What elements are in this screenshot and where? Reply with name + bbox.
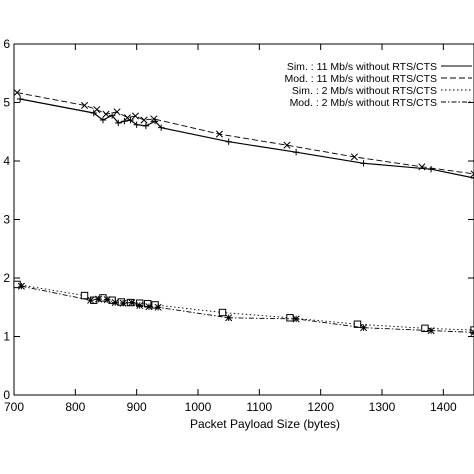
data-point-plus bbox=[115, 119, 122, 127]
data-point-plus bbox=[158, 124, 165, 131]
y-tick-label: 2 bbox=[3, 271, 10, 285]
legend-entry-label: Sim. : 11 Mb/s without RTS/CTS bbox=[287, 61, 437, 73]
y-tick-label: 1 bbox=[3, 330, 10, 344]
data-point-plus bbox=[133, 121, 140, 128]
data-point-plus bbox=[142, 122, 150, 130]
x-tick-label: 1200 bbox=[307, 400, 334, 414]
data-point-square bbox=[218, 308, 227, 317]
y-tick-label: 0 bbox=[3, 388, 10, 402]
data-point-plus bbox=[90, 109, 97, 117]
data-point-plus bbox=[225, 138, 232, 145]
data-point-asterisk bbox=[128, 299, 136, 307]
data-point-plus bbox=[360, 160, 367, 167]
x-tick-label: 1000 bbox=[185, 400, 212, 414]
y-tick-label: 6 bbox=[3, 37, 10, 51]
data-point-plus bbox=[151, 118, 159, 125]
data-point-x bbox=[418, 163, 426, 171]
data-point-asterisk bbox=[95, 295, 103, 303]
x-tick-label: 1400 bbox=[430, 400, 457, 414]
data-point-asterisk bbox=[119, 299, 127, 307]
data-point-square bbox=[80, 291, 89, 300]
series-4 bbox=[17, 282, 474, 336]
series-1 bbox=[16, 95, 474, 182]
data-point-plus bbox=[99, 116, 107, 124]
data-point-asterisk bbox=[292, 315, 300, 323]
x-axis-label: Packet Payload Size (bytes) bbox=[190, 417, 340, 431]
y-tick-label: 5 bbox=[3, 96, 10, 110]
data-point-x bbox=[102, 110, 110, 118]
x-tick-label: 1300 bbox=[369, 400, 396, 414]
data-point-square bbox=[353, 320, 362, 328]
data-point-x bbox=[80, 101, 89, 109]
legend-entry-label: Sim. : 2 Mb/s without RTS/CTS bbox=[292, 85, 437, 97]
y-tick-label: 3 bbox=[3, 213, 10, 227]
data-point-asterisk bbox=[136, 301, 144, 310]
data-point-x bbox=[150, 115, 158, 123]
data-point-plus bbox=[16, 95, 24, 103]
series-line bbox=[19, 98, 474, 179]
data-point-x bbox=[140, 116, 148, 124]
data-point-asterisk bbox=[427, 327, 435, 335]
data-point-x bbox=[131, 112, 139, 120]
x-tick-label: 1100 bbox=[246, 400, 272, 414]
data-point-plus bbox=[121, 118, 128, 125]
y-tick-label: 4 bbox=[3, 154, 10, 168]
data-point-asterisk bbox=[154, 303, 162, 311]
data-point-x bbox=[113, 108, 121, 116]
series-2 bbox=[13, 89, 474, 178]
data-point-asterisk bbox=[225, 314, 233, 322]
data-point-x bbox=[123, 114, 132, 122]
data-point-x bbox=[350, 153, 358, 161]
data-point-asterisk bbox=[103, 296, 111, 304]
x-tick-label: 900 bbox=[127, 400, 147, 414]
data-point-x bbox=[215, 130, 224, 138]
series-3 bbox=[13, 280, 474, 334]
data-point-asterisk bbox=[360, 324, 368, 332]
data-point-x bbox=[470, 170, 474, 178]
data-point-plus bbox=[108, 112, 116, 119]
series-line bbox=[17, 283, 474, 331]
plot-area: 700 800 900 1000 1100 1200 1300 1400 0 1 2 3 4 5 6 bbox=[3, 37, 474, 414]
data-point-asterisk bbox=[87, 296, 95, 304]
data-point-plus bbox=[292, 149, 300, 156]
data-point-plus bbox=[127, 116, 134, 124]
data-point-x bbox=[13, 89, 21, 97]
data-point-plus bbox=[470, 174, 474, 182]
x-tick-label: 700 bbox=[4, 400, 24, 414]
data-point-x bbox=[283, 141, 291, 149]
legend-entry-label: Mod. : 11 Mb/s without RTS/CTS bbox=[285, 73, 438, 85]
legend-entry-label: Mod. : 2 Mb/s without RTS/CTS bbox=[290, 97, 437, 109]
series-layer bbox=[13, 89, 474, 336]
data-point-square bbox=[286, 314, 294, 322]
data-point-x bbox=[93, 105, 101, 114]
data-point-asterisk bbox=[111, 299, 119, 307]
data-point-plus bbox=[427, 165, 435, 173]
series-line bbox=[17, 92, 474, 175]
series-line bbox=[21, 285, 474, 333]
data-point-asterisk bbox=[17, 282, 25, 290]
x-tick-label: 800 bbox=[65, 400, 85, 414]
data-point-asterisk bbox=[145, 303, 153, 311]
